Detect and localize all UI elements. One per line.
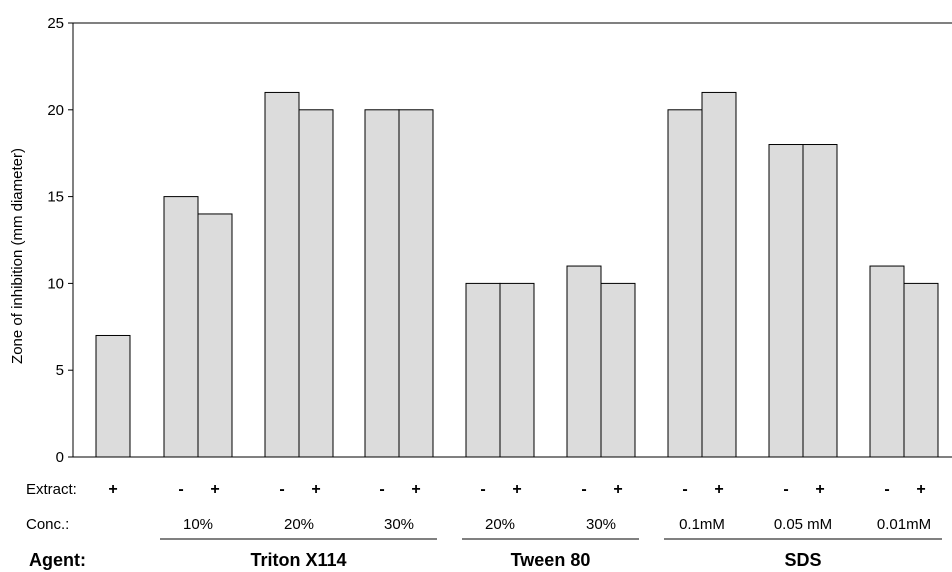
conc-label: 10% [183,516,213,533]
y-tick-label: 10 [47,275,64,292]
conc-label: 30% [586,516,616,533]
bar [566,265,602,458]
bar [869,265,905,458]
bar [298,109,334,458]
y-tick-label: 25 [47,15,64,32]
extract-label: + [714,481,723,498]
conc-label: 20% [485,516,515,533]
extract-label: + [411,481,420,498]
extract-label: + [815,481,824,498]
conc-label: 0.01mM [877,516,931,533]
extract-label: - [783,481,788,498]
extract-label: - [682,481,687,498]
agent-label: SDS [784,550,821,570]
bar [667,109,703,458]
agent-label: Tween 80 [511,550,591,570]
bar [465,282,501,458]
agent-label: Triton X114 [250,550,346,570]
extract-label: - [884,481,889,498]
bar [364,109,400,458]
bar [163,196,199,458]
bar [95,334,131,458]
bar [398,109,434,458]
conc-label: 20% [284,516,314,533]
bar [768,144,804,458]
bar [903,282,939,458]
conc-label: 0.1mM [679,516,725,533]
conc-label: 30% [384,516,414,533]
conc-row-label: Conc.: [26,516,69,533]
bar [701,91,737,458]
extract-label: - [379,481,384,498]
bar [264,91,300,458]
extract-label: + [311,481,320,498]
extract-label: - [581,481,586,498]
y-axis-label: Zone of inhibition (mm diameter) [9,148,26,364]
conc-label: 0.05 mM [774,516,832,533]
bar [600,282,636,458]
bar [197,213,233,458]
agent-row-label: Agent: [29,550,86,570]
extract-label: - [480,481,485,498]
y-tick-label: 15 [47,189,64,206]
bar [802,144,838,458]
extract-label: + [613,481,622,498]
extract-label: - [279,481,284,498]
extract-label: + [512,481,521,498]
y-axis: 0 5 10 15 20 25 [47,15,73,466]
extract-label: + [210,481,219,498]
y-tick-label: 0 [56,449,64,466]
extract-label: + [108,481,117,498]
y-tick-label: 5 [56,362,64,379]
bars [95,91,939,458]
extract-label: - [178,481,183,498]
extract-row-label: Extract: [26,481,77,498]
bar [499,282,535,458]
extract-label: + [916,481,925,498]
category-table: Extract: Conc.: Agent: + - +10% - +20% - +30% -… [26,481,942,570]
y-tick-label: 20 [47,102,64,119]
